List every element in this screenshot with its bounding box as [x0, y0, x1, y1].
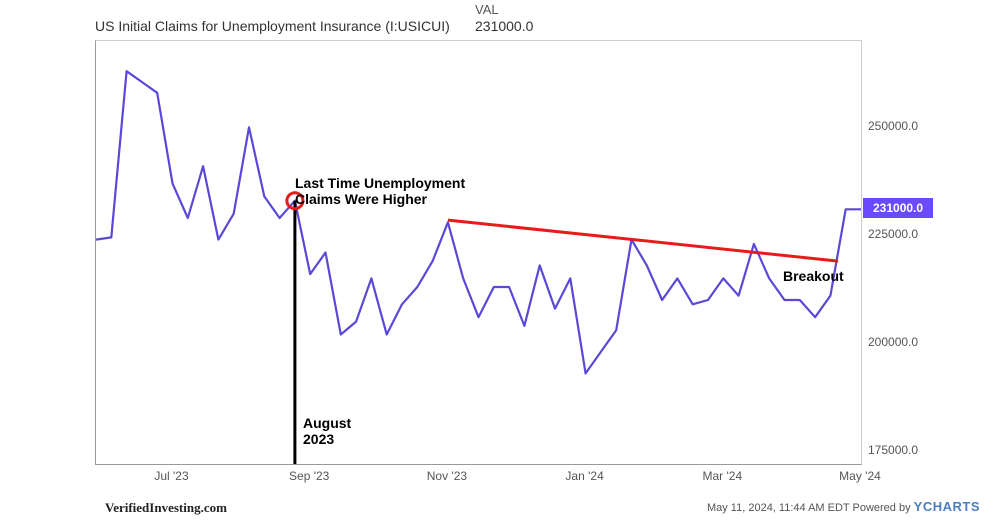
chart-svg	[96, 41, 861, 464]
trendline	[448, 220, 838, 261]
x-tick-label: Sep '23	[289, 469, 329, 483]
ycharts-logo-text: YCHARTS	[914, 499, 980, 514]
y-tick-label: 200000.0	[868, 335, 938, 349]
y-tick-label: 225000.0	[868, 227, 938, 241]
value-column-header: VAL	[475, 2, 499, 17]
y-tick-label: 175000.0	[868, 443, 938, 457]
x-tick-label: Jan '24	[565, 469, 603, 483]
y-tick-label: 250000.0	[868, 119, 938, 133]
footer-attribution: May 11, 2024, 11:44 AM EDT Powered by YC…	[707, 499, 980, 514]
x-tick-label: May '24	[839, 469, 881, 483]
footer-powered-by: Powered by	[853, 502, 914, 514]
annotation-august: August2023	[303, 415, 351, 447]
x-tick-label: Mar '24	[702, 469, 742, 483]
chart-plot-area	[95, 40, 862, 465]
current-value: 231000.0	[475, 18, 533, 34]
footer-timestamp: May 11, 2024, 11:44 AM EDT	[707, 502, 849, 514]
chart-title: US Initial Claims for Unemployment Insur…	[95, 18, 450, 34]
annotation-last_time: Last Time UnemploymentClaims Were Higher	[295, 175, 465, 207]
annotation-breakout: Breakout	[783, 268, 844, 284]
x-tick-label: Jul '23	[154, 469, 188, 483]
footer-source: VerifiedInvesting.com	[105, 500, 227, 516]
value-flag: 231000.0	[863, 198, 933, 218]
x-tick-label: Nov '23	[427, 469, 467, 483]
